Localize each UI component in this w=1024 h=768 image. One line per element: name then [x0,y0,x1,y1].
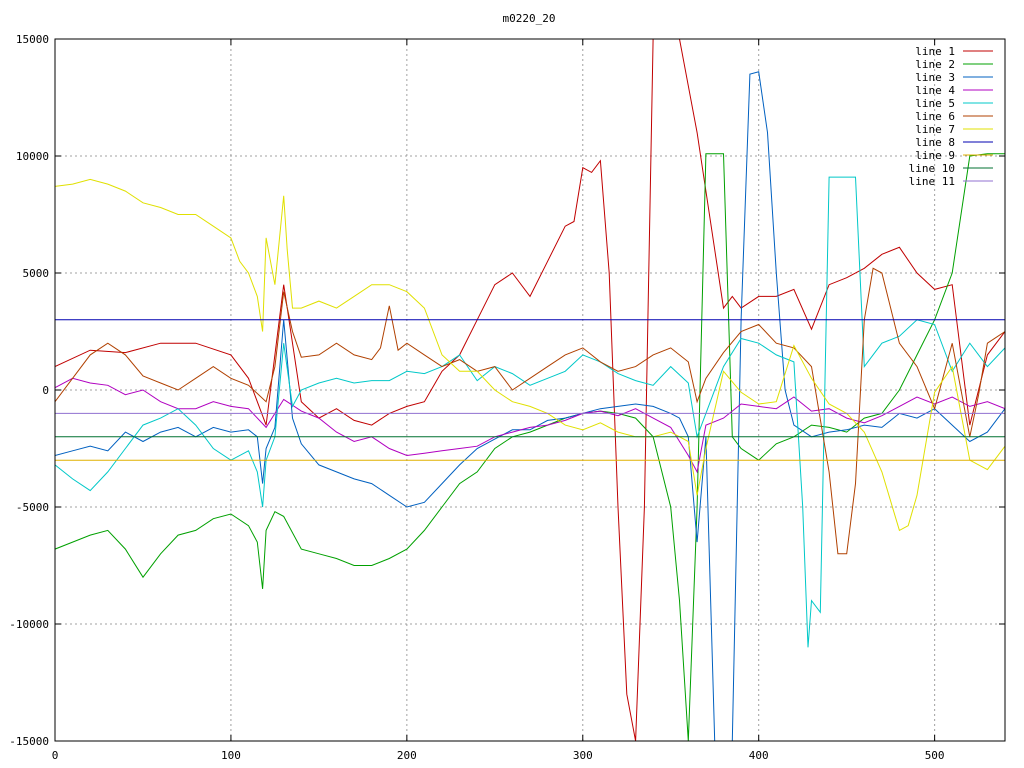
x-tick-label: 400 [749,749,769,762]
legend-label-3: line 3 [915,71,955,84]
series-line-6 [55,267,1005,555]
y-tick-label: -5000 [16,501,49,514]
axis-ticks: 0 100 200 300 400 500 -15000 -10000 -5000 0 5000 10… [9,33,1005,762]
legend-label-11: line 11 [909,175,955,188]
legend-label-5: line 5 [915,97,955,110]
y-tick-label: 10000 [16,150,49,163]
x-tick-label: 100 [221,749,241,762]
grid [55,39,1005,741]
legend-label-1: line 1 [915,45,955,58]
x-tick-label: 300 [573,749,593,762]
legend-label-2: line 2 [915,58,955,71]
x-tick-label: 200 [397,749,417,762]
x-tick-label: 500 [925,749,945,762]
legend-label-6: line 6 [915,110,955,123]
series-group [55,39,1005,741]
y-tick-label: -10000 [9,618,49,631]
y-tick-label: 15000 [16,33,49,46]
y-tick-label: 5000 [23,267,50,280]
legend-label-10: line 10 [909,162,955,175]
legend-label-4: line 4 [915,84,955,97]
series-line-4 [55,377,1005,474]
x-tick-label: 0 [52,749,59,762]
series-line-2 [55,153,1005,741]
series-line-1 [55,39,1005,741]
series-line-7 [55,178,1005,532]
legend-label-8: line 8 [915,136,955,149]
y-tick-label: 0 [42,384,49,397]
y-tick-label: -15000 [9,735,49,748]
chart-title: m0220_20 [503,12,556,25]
legend-label-9: line 9 [915,149,955,162]
legend-label-7: line 7 [915,123,955,136]
series-line-5 [55,176,1005,648]
